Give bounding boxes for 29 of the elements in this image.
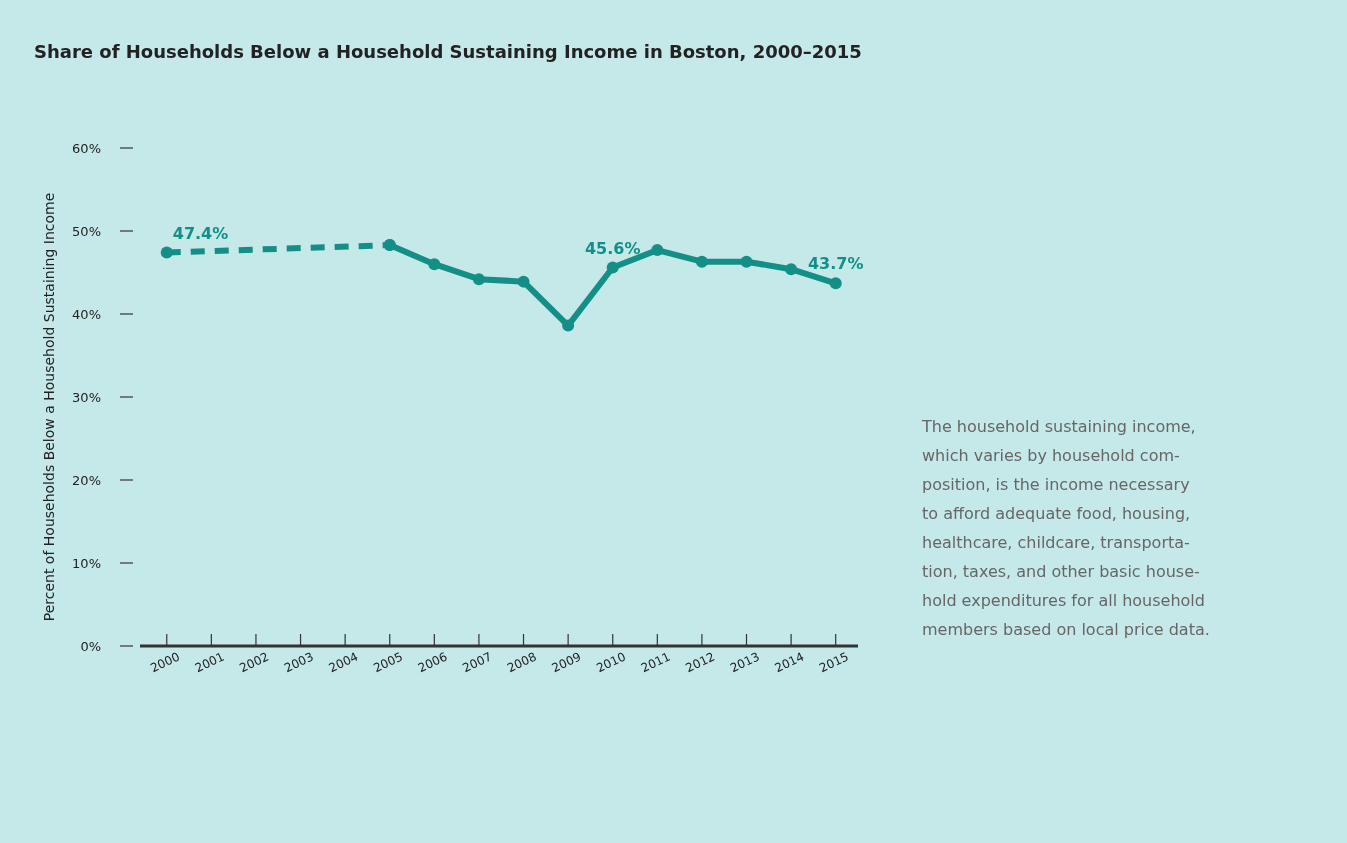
x-tick-label: 2003 xyxy=(282,649,316,676)
y-tick-label: 10% xyxy=(72,556,101,571)
y-tick-label: 60% xyxy=(72,141,101,156)
x-tick-label: 2001 xyxy=(192,649,227,676)
data-label: 43.7% xyxy=(807,254,864,274)
x-tick-label: 2014 xyxy=(772,649,807,676)
x-tick-label: 2015 xyxy=(817,649,851,676)
y-tick-label: 50% xyxy=(72,224,101,239)
y-tick-label: 20% xyxy=(72,473,101,488)
x-tick-label: 2006 xyxy=(415,649,450,676)
data-label: 45.6% xyxy=(584,238,641,258)
data-label: 47.4% xyxy=(172,223,229,243)
chart-title: Share of Households Below a Household Sustaining Income in Boston, 2000–2015 xyxy=(34,41,862,62)
x-tick-label: 2010 xyxy=(594,649,628,676)
y-tick-label: 40% xyxy=(72,307,101,322)
y-axis-title: Percent of Households Below a Household Sustaining Income xyxy=(41,192,57,622)
y-tick-label: 0% xyxy=(80,639,101,654)
x-tick-label: 2007 xyxy=(460,649,495,676)
x-tick-label: 2009 xyxy=(549,649,584,676)
x-tick-label: 2002 xyxy=(237,649,272,676)
x-tick-label: 2012 xyxy=(683,649,718,676)
text: The household sustaining income, which varies by household com- position, is the income necessary to afford adequate food, housing, healthcare, childcare, transporta- tion, taxes, and other basic house- hold expenditures for all household members based on local price data. xyxy=(921,417,1210,639)
x-tick-label: 2008 xyxy=(505,649,539,676)
x-tick-label: 2005 xyxy=(371,649,405,676)
x-tick-label: 2004 xyxy=(326,649,361,676)
y-tick-label: 30% xyxy=(72,390,101,405)
x-tick-label: 2000 xyxy=(148,649,182,676)
x-tick-label: 2011 xyxy=(638,649,673,676)
x-tick-label: 2013 xyxy=(728,649,762,676)
